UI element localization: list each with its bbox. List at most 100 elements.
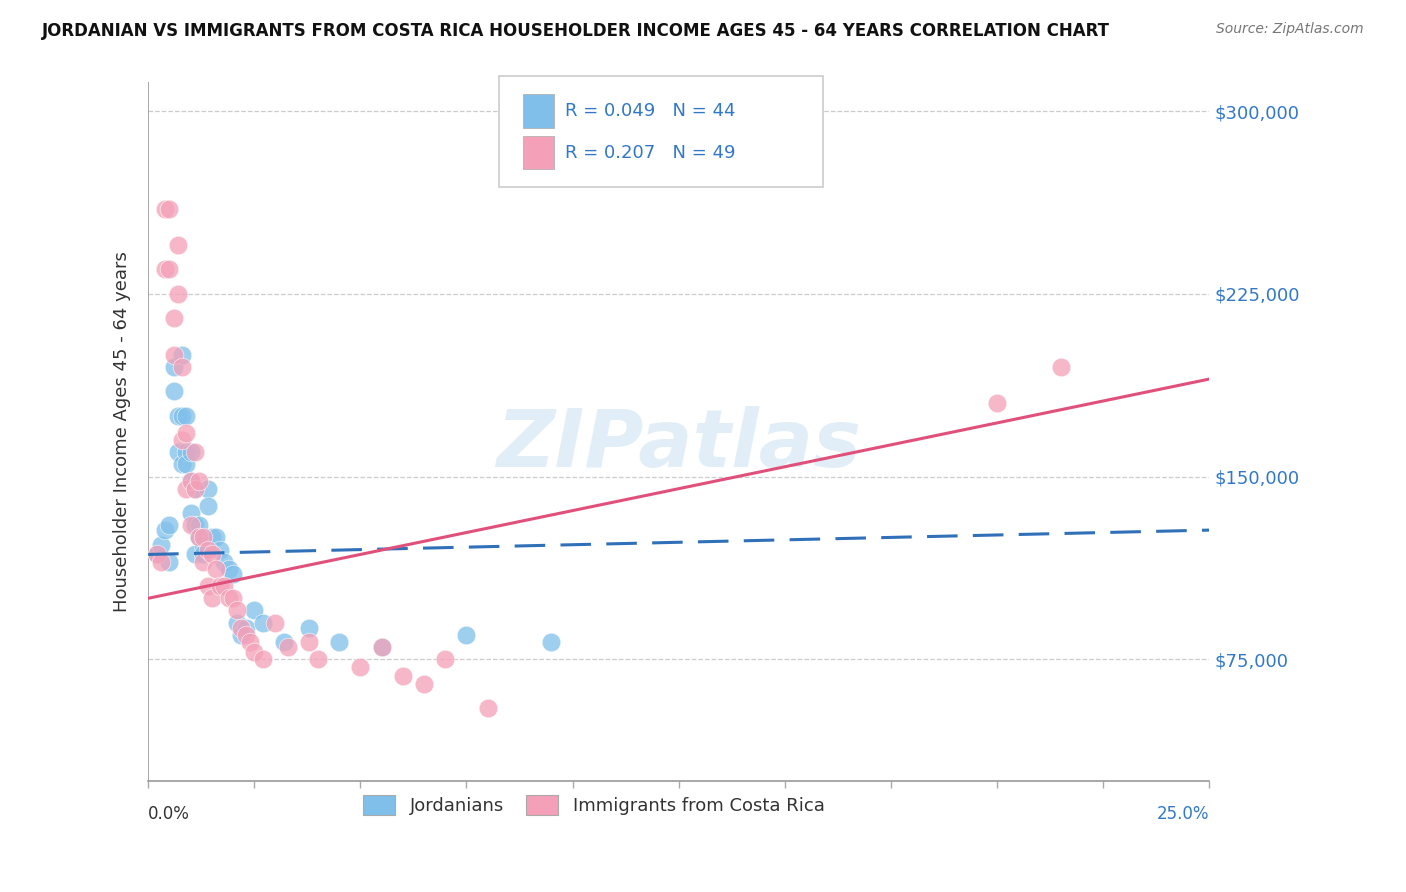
Point <box>218 562 240 576</box>
Point <box>193 530 215 544</box>
Point <box>434 652 457 666</box>
Point <box>205 530 228 544</box>
Point <box>264 615 287 630</box>
Point <box>166 409 188 423</box>
Point <box>149 538 172 552</box>
Point <box>540 635 562 649</box>
Point <box>477 701 499 715</box>
Point <box>184 445 207 459</box>
Point <box>231 628 253 642</box>
Point <box>307 652 329 666</box>
Point <box>180 445 202 459</box>
Point <box>166 286 188 301</box>
Point <box>174 445 197 459</box>
Point <box>188 530 211 544</box>
Point <box>157 555 180 569</box>
Point <box>456 628 478 642</box>
Point <box>209 579 232 593</box>
Point <box>170 348 193 362</box>
Point <box>157 262 180 277</box>
Point <box>193 538 215 552</box>
Point <box>180 518 202 533</box>
Point <box>145 548 167 562</box>
Point <box>239 635 262 649</box>
Point <box>174 409 197 423</box>
Point <box>149 555 172 569</box>
Point <box>188 518 211 533</box>
Point <box>370 640 392 654</box>
Point <box>162 359 184 374</box>
Point <box>166 445 188 459</box>
Point <box>188 475 211 489</box>
Point <box>226 615 249 630</box>
Point <box>153 262 176 277</box>
Point <box>157 202 180 216</box>
Point <box>205 562 228 576</box>
Point <box>209 542 232 557</box>
Point <box>197 499 219 513</box>
Point <box>197 579 219 593</box>
Point <box>174 458 197 472</box>
Point <box>214 555 236 569</box>
Point <box>180 475 202 489</box>
Point <box>222 566 245 581</box>
Point <box>370 640 392 654</box>
Point <box>243 603 266 617</box>
Point <box>235 621 257 635</box>
Point <box>145 548 167 562</box>
Point <box>157 518 180 533</box>
Point <box>226 603 249 617</box>
Point <box>391 669 413 683</box>
Point <box>170 409 193 423</box>
Point <box>201 548 224 562</box>
Point <box>298 621 321 635</box>
Point <box>328 635 350 649</box>
Text: ZIPatlas: ZIPatlas <box>496 407 860 484</box>
Point <box>413 676 436 690</box>
Point <box>170 433 193 447</box>
Point <box>153 202 176 216</box>
Point <box>184 482 207 496</box>
Legend: Jordanians, Immigrants from Costa Rica: Jordanians, Immigrants from Costa Rica <box>354 786 834 824</box>
Point <box>193 555 215 569</box>
Point <box>201 530 224 544</box>
Point <box>298 635 321 649</box>
Point <box>197 482 219 496</box>
Point <box>166 238 188 252</box>
Text: 25.0%: 25.0% <box>1157 805 1209 823</box>
Point <box>277 640 299 654</box>
Text: R = 0.049   N = 44: R = 0.049 N = 44 <box>565 102 735 120</box>
Point <box>170 359 193 374</box>
Point <box>214 579 236 593</box>
Point <box>986 396 1008 410</box>
Point <box>184 518 207 533</box>
Point <box>184 548 207 562</box>
Text: Source: ZipAtlas.com: Source: ZipAtlas.com <box>1216 22 1364 37</box>
Point <box>349 659 371 673</box>
Point <box>170 458 193 472</box>
Point <box>243 645 266 659</box>
Point <box>153 523 176 537</box>
Text: 0.0%: 0.0% <box>148 805 190 823</box>
Point <box>180 506 202 520</box>
Point <box>162 384 184 399</box>
Point <box>218 591 240 606</box>
Point <box>201 591 224 606</box>
Point <box>193 548 215 562</box>
Point <box>184 482 207 496</box>
Point <box>235 628 257 642</box>
Point <box>252 615 274 630</box>
Point <box>222 591 245 606</box>
Point <box>188 530 211 544</box>
Point <box>273 635 295 649</box>
Point <box>162 348 184 362</box>
Point <box>1049 359 1071 374</box>
Point <box>174 482 197 496</box>
Point <box>197 542 219 557</box>
Text: JORDANIAN VS IMMIGRANTS FROM COSTA RICA HOUSEHOLDER INCOME AGES 45 - 64 YEARS CO: JORDANIAN VS IMMIGRANTS FROM COSTA RICA … <box>42 22 1111 40</box>
Point <box>231 621 253 635</box>
Point <box>180 475 202 489</box>
Text: R = 0.207   N = 49: R = 0.207 N = 49 <box>565 144 735 161</box>
Point <box>162 311 184 326</box>
Y-axis label: Householder Income Ages 45 - 64 years: Householder Income Ages 45 - 64 years <box>114 251 131 612</box>
